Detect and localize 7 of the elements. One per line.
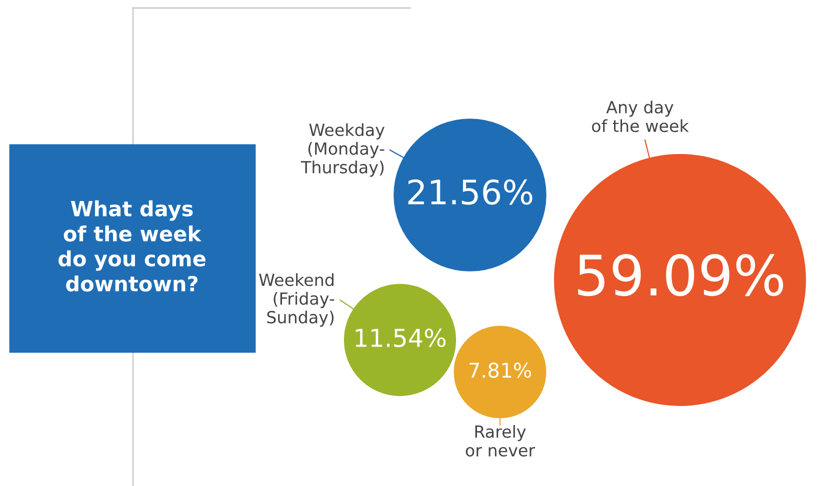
- category-label: Weekend (Friday- Sunday): [259, 273, 334, 327]
- text: What days of the week do you come downtown?: [58, 200, 206, 292]
- category-label: Rarely or never: [466, 425, 536, 457]
- data-label: 59.09%: [578, 254, 784, 296]
- data-label: 7.81%: [470, 362, 532, 378]
- category-label: Any day of the week: [592, 100, 689, 132]
- category-label: Weekday (Monday- Thursday): [300, 123, 384, 177]
